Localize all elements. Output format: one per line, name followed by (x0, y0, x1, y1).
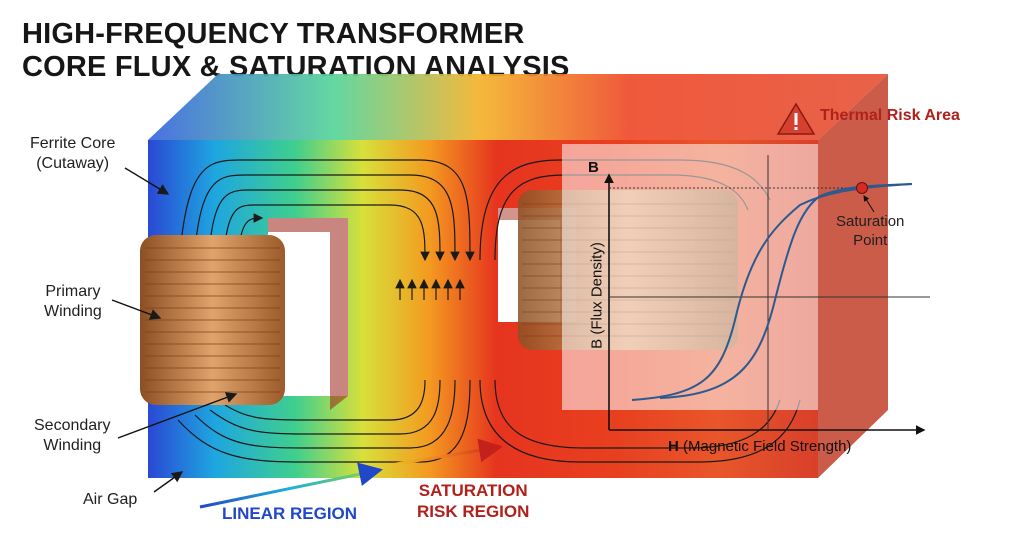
b-axis-short-label: B (588, 159, 599, 176)
bh-graph (604, 155, 930, 435)
core-side-face (818, 74, 888, 478)
title-line-1: HIGH-FREQUENCY TRANSFORMER (22, 18, 525, 50)
y-axis-title: B (Flux Density) (588, 242, 606, 349)
thermal-risk-label: Thermal Risk Area (820, 107, 960, 124)
saturation-risk-line-2: RISK REGION (417, 502, 530, 521)
diagram-title: HIGH-FREQUENCY TRANSFORMER CORE FLUX & S… (22, 18, 570, 84)
ferrite-core-label: Ferrite Core (Cutaway) (30, 134, 115, 174)
ferrite-core-label-line-1: Ferrite Core (30, 135, 116, 152)
window-left-inner (268, 218, 348, 410)
air-gap-pointer (153, 471, 184, 493)
saturation-point-label-line-1: Saturation (836, 213, 905, 230)
primary-winding-pointer (111, 299, 162, 320)
bh-curve-upper (659, 183, 913, 399)
primary-winding-label-line-2: Winding (44, 303, 102, 320)
warning-triangle-icon (776, 102, 816, 135)
ferrite-core-label-line-2: (Cutaway) (36, 155, 110, 172)
primary-winding-label-line-1: Primary (45, 283, 101, 300)
saturation-region-arrow (389, 438, 503, 467)
secondary-winding-label-line-1: Secondary (34, 417, 111, 434)
bh-curve-lower (631, 183, 913, 401)
saturation-point-label-line-2: Point (853, 232, 888, 249)
callout-pointers (111, 167, 238, 493)
primary-winding (140, 235, 285, 405)
saturation-risk-line-1: SATURATION (418, 481, 528, 500)
primary-winding-label: Primary Winding (44, 282, 102, 322)
linear-region-arrow (199, 462, 383, 509)
x-axis-title-text: (Magnetic Field Strength) (683, 438, 852, 455)
saturation-point-label: Saturation Point (836, 212, 904, 250)
saturation-pointer (863, 195, 875, 213)
x-axis-title-h: H (668, 438, 679, 455)
saturation-risk-region-label: SATURATION RISK REGION (417, 480, 529, 522)
saturation-point-marker (856, 182, 868, 194)
x-axis-title: H (Magnetic Field Strength) (668, 438, 851, 455)
ferrite-core-pointer (124, 167, 170, 195)
linear-region-label: LINEAR REGION (222, 504, 358, 523)
air-gap-label: Air Gap (83, 491, 138, 508)
core-top-face (148, 74, 888, 140)
secondary-winding-label-line-2: Winding (43, 437, 102, 454)
secondary-winding-label: Secondary Winding (34, 416, 111, 456)
secondary-winding-pointer (117, 392, 238, 439)
